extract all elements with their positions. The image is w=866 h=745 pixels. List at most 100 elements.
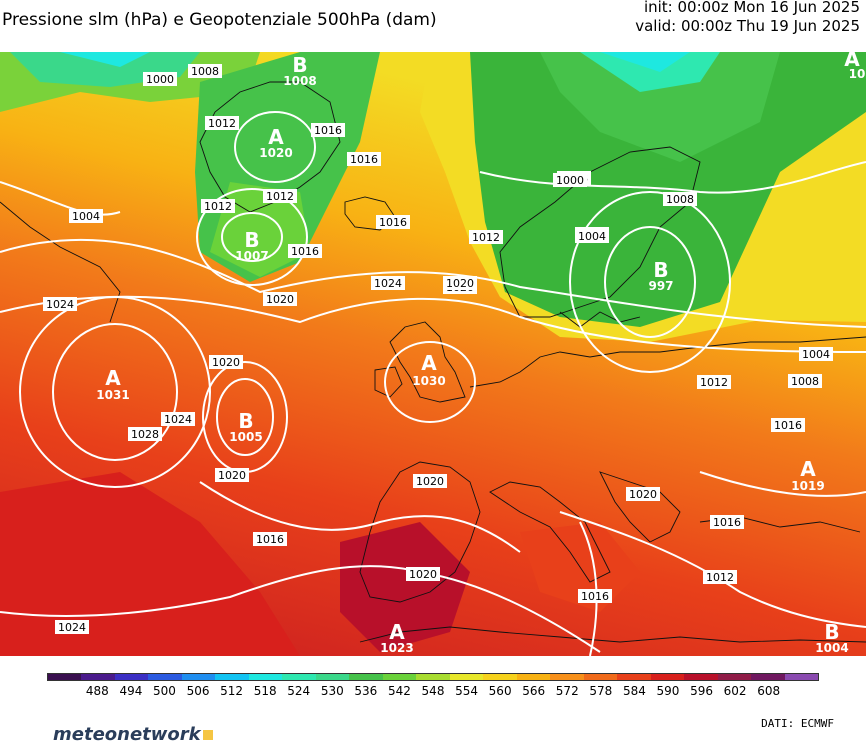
system-value: 1005 <box>229 430 262 444</box>
colorbar-swatch <box>684 674 718 680</box>
system-letter: A <box>268 125 284 149</box>
colorbar-swatch <box>349 674 383 680</box>
isobar-label: 1020 <box>218 469 246 482</box>
isobar-label: 1024 <box>374 277 402 290</box>
isobar-labels: 1000 1008 1012 1016 1012 1016 1012 1004 1016 1020… <box>43 64 833 634</box>
isobar-label: 1016 <box>581 590 609 603</box>
system-value: 997 <box>648 279 673 293</box>
system-letter: B <box>292 53 307 77</box>
valid-time: valid: 00:00z Thu 19 Jun 2025 <box>635 17 860 35</box>
system-letter: B <box>238 409 253 433</box>
colorbar-label: 566 <box>522 684 546 698</box>
isobar-label-box <box>347 152 381 166</box>
isobar-label: 1016 <box>379 216 407 229</box>
isobar-label-box <box>799 347 833 361</box>
isobar-label: 1020 <box>416 475 444 488</box>
isobar-label: 1020 <box>212 356 240 369</box>
system-letter: A <box>800 457 816 481</box>
colorbar-swatch <box>114 674 149 680</box>
colorbar-swatch <box>583 674 618 680</box>
isobar-label-box <box>209 355 243 369</box>
colorbar-swatch <box>315 674 350 680</box>
colorbar-label: 572 <box>555 684 579 698</box>
isobar-label: 1008 <box>666 193 694 206</box>
isobar-label-box <box>288 244 322 258</box>
colorbar-label: 494 <box>119 684 143 698</box>
colorbar-label: 524 <box>287 684 311 698</box>
isobar-label: 1012 <box>472 231 500 244</box>
system-labels: B 1008 A 1020 B 1007 A 1031 B 1005 A 103… <box>96 52 865 655</box>
field-shading <box>0 52 866 656</box>
colorbar-label: 596 <box>690 684 713 698</box>
isobar-label-box <box>443 276 477 290</box>
isobar-label-box <box>263 292 297 306</box>
isobar-label: 1028 <box>131 428 159 441</box>
isobar-label: 1016 <box>713 516 741 529</box>
isobar-label-box <box>201 199 235 213</box>
colorbar-swatch <box>148 674 182 680</box>
system-value: 1004 <box>815 641 848 655</box>
meteonetwork-logo: meteonetwork <box>53 724 213 745</box>
isobar-label: 1012 <box>706 571 734 584</box>
isobar-label: 1016 <box>314 124 342 137</box>
map-title: Pressione slm (hPa) e Geopotenziale 500h… <box>2 10 437 30</box>
colorbar-swatch <box>81 674 115 680</box>
isobar-label-box <box>469 230 503 244</box>
colorbar-swatch <box>248 674 283 680</box>
isobar-label: 1008 <box>191 65 219 78</box>
system-value: 1008 <box>283 74 316 88</box>
colorbar-label: 554 <box>455 684 479 698</box>
isobar-label-box <box>43 297 77 311</box>
system-value: 1020 <box>259 146 292 160</box>
isobar-label: 1024 <box>46 298 74 311</box>
colorbar-label: 506 <box>186 684 210 698</box>
isobar-label-box <box>697 375 731 389</box>
isobar-label-box <box>553 173 587 187</box>
isobar-label-box <box>253 532 287 546</box>
system-value: 10 <box>849 67 866 81</box>
logo-text: meteonetwork <box>53 724 201 745</box>
colorbar <box>47 673 819 681</box>
system-letter: A <box>421 351 437 375</box>
system-value: 1023 <box>380 641 413 655</box>
colorbar-swatch <box>717 674 752 680</box>
colorbar-label: 590 <box>656 684 680 698</box>
isobar-label-box <box>55 620 89 634</box>
colorbar-swatch <box>181 674 216 680</box>
isobar-label-box <box>771 418 805 432</box>
colorbar-label: 560 <box>488 684 512 698</box>
colorbar-swatch <box>650 674 685 680</box>
isobar-label: 1016 <box>256 533 284 546</box>
isobar-label-box <box>626 487 660 501</box>
isobar-label-box <box>788 374 822 388</box>
colorbar-swatch <box>449 674 484 680</box>
colorbar-label: 536 <box>354 684 378 698</box>
isobar-label: 1020 <box>629 488 657 501</box>
isobar-label: 1012 <box>266 190 294 203</box>
logo-square-icon <box>202 730 213 740</box>
colorbar-swatch <box>784 674 819 680</box>
colorbar-label: 518 <box>253 684 277 698</box>
colorbar-label: 488 <box>85 684 109 698</box>
isobar-label: 1016 <box>350 153 378 166</box>
isobar-label: 1016 <box>291 245 319 258</box>
colorbar-swatch <box>516 674 551 680</box>
colorbar-label: 584 <box>622 684 646 698</box>
colorbar-swatch <box>382 674 417 680</box>
system-value: 1031 <box>96 388 129 402</box>
colorbar-swatch <box>550 674 584 680</box>
isobar-label-box <box>215 468 249 482</box>
isobar-label-box <box>413 474 447 488</box>
isobar-label-box <box>371 276 405 290</box>
isobar-label: 1020 <box>446 277 474 290</box>
isobar-label: 1000 <box>556 174 584 187</box>
isobar-label: 1016 <box>774 419 802 432</box>
system-letter: B <box>244 228 259 252</box>
colorbar-swatch <box>416 674 450 680</box>
system-letter: B <box>824 620 839 644</box>
isobar-label-box <box>143 72 177 86</box>
colorbar-swatch <box>215 674 249 680</box>
colorbar-label: 578 <box>589 684 613 698</box>
colorbar-label: 500 <box>153 684 176 698</box>
colorbar-label: 542 <box>387 684 411 698</box>
